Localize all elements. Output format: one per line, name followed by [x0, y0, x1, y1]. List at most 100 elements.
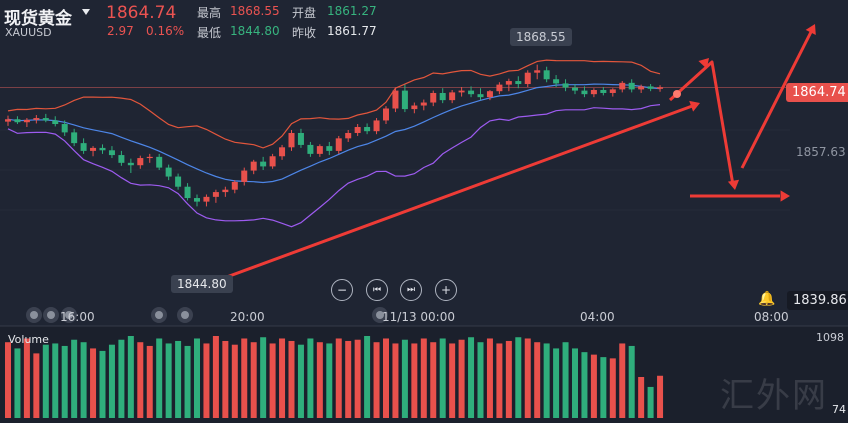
- candle-body: [146, 156, 153, 159]
- candle-body: [345, 132, 352, 139]
- candle-body: [439, 92, 446, 101]
- volume-bar: [212, 336, 219, 418]
- volume-bar: [345, 340, 352, 418]
- candle-body: [52, 120, 59, 125]
- volume-bar: [307, 338, 314, 418]
- candle: [439, 88, 446, 104]
- candle-body: [231, 181, 238, 190]
- timeline-marker-dot[interactable]: [43, 307, 59, 323]
- bell-icon[interactable]: 🔔: [758, 291, 776, 307]
- volume-bar: [222, 340, 229, 418]
- volume-bar: [203, 343, 210, 418]
- volume-bar: [118, 339, 125, 418]
- volume-bar: [269, 343, 276, 418]
- candle-body: [335, 138, 342, 151]
- volume-bar: [71, 339, 78, 418]
- candle-body: [175, 176, 182, 187]
- high-label: 最高: [197, 6, 222, 20]
- candle-body: [90, 147, 97, 151]
- volume-bar: [392, 343, 399, 418]
- candle: [458, 87, 465, 97]
- lower-band-line: [7, 104, 661, 228]
- low-label: 最低: [197, 26, 222, 40]
- instrument-name[interactable]: 现货黄金: [4, 9, 72, 29]
- candle: [203, 194, 210, 207]
- candle: [420, 99, 427, 111]
- candle-body: [458, 90, 465, 93]
- volume-bar: [260, 337, 267, 418]
- trend-arrow-line: [204, 103, 696, 287]
- volume-bar: [175, 340, 182, 418]
- volume-bar: [279, 338, 286, 418]
- candle: [590, 88, 597, 98]
- time-axis-label: 04:00: [580, 310, 615, 324]
- volume-bar: [524, 338, 531, 418]
- current-price: 1864.74: [106, 3, 177, 23]
- volume-bar: [42, 344, 49, 418]
- volume-bar: [628, 345, 635, 418]
- candle: [288, 129, 295, 151]
- triangle-down-icon[interactable]: [82, 9, 90, 15]
- volume-bar: [194, 338, 200, 418]
- candle: [108, 146, 115, 159]
- scroll-back-button[interactable]: ⏮: [366, 279, 388, 301]
- candle: [373, 118, 380, 135]
- candle-body: [581, 90, 588, 95]
- candle-body: [392, 90, 399, 109]
- candle-body: [590, 89, 597, 95]
- volume-bar: [23, 338, 30, 418]
- volume-bar: [638, 377, 645, 418]
- candle-body: [486, 91, 493, 98]
- volume-bar: [411, 343, 418, 418]
- candle-body: [307, 144, 314, 154]
- zoom-out-button[interactable]: −: [331, 279, 353, 301]
- candle-body: [619, 82, 626, 90]
- volume-bar: [534, 342, 541, 418]
- max-price-tag: 1868.55: [510, 28, 572, 46]
- candle-body: [250, 161, 257, 171]
- candle-body: [184, 186, 191, 199]
- candle-body: [14, 119, 21, 123]
- timeline-marker-dot[interactable]: [26, 307, 42, 323]
- volume-bar: [250, 342, 257, 418]
- timeline-marker-dot[interactable]: [61, 307, 77, 323]
- candle: [600, 87, 607, 96]
- min-price-tag: 1844.80: [171, 275, 233, 293]
- volume-axis-min: 74: [832, 403, 846, 416]
- candle: [657, 85, 664, 92]
- volume-bar: [354, 339, 361, 418]
- volume-bar: [515, 337, 522, 418]
- candle-body: [42, 118, 49, 121]
- candle: [392, 88, 399, 113]
- high-value: 1868.55: [230, 4, 280, 18]
- candle: [61, 120, 68, 136]
- low-value: 1844.80: [230, 24, 280, 38]
- candle-body: [505, 81, 512, 85]
- timeline-marker-dot[interactable]: [151, 307, 167, 323]
- candle-body: [515, 81, 522, 85]
- zoom-in-button[interactable]: +: [435, 279, 457, 301]
- candle: [231, 180, 238, 194]
- candle: [52, 116, 59, 127]
- candle-body: [33, 118, 40, 120]
- candle: [647, 84, 654, 92]
- candle: [468, 86, 475, 98]
- candle: [212, 189, 219, 203]
- volume-bar: [288, 340, 295, 418]
- prev-close-label: 昨收: [292, 26, 317, 40]
- forecast-arrowhead-flat: [780, 190, 790, 202]
- candle: [118, 150, 125, 166]
- volume-bar: [486, 338, 493, 418]
- volume-bar: [401, 339, 408, 418]
- volume-bar: [184, 345, 191, 418]
- volume-bar: [657, 375, 664, 418]
- scroll-forward-button[interactable]: ⏭: [400, 279, 422, 301]
- candle: [543, 66, 550, 83]
- candle: [449, 89, 456, 104]
- candle: [430, 90, 437, 107]
- candle: [23, 118, 30, 128]
- timeline-marker-dot[interactable]: [177, 307, 193, 323]
- volume-bar: [383, 338, 389, 418]
- timeline-marker-dot[interactable]: [372, 307, 388, 323]
